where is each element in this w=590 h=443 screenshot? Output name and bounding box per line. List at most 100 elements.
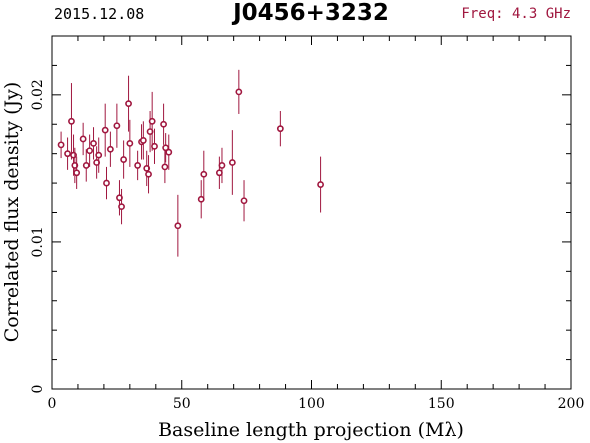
- frequency-label: Freq: 4.3 GHz: [461, 6, 571, 22]
- data-point: [228, 130, 236, 195]
- point-marker: [103, 179, 110, 187]
- x-axis-tick-labels: 0 50 100 150 200: [48, 396, 585, 412]
- y-axis-tick-labels: 0 0.01 0.02: [30, 79, 46, 393]
- data-point: [174, 194, 182, 257]
- point-marker: [118, 203, 125, 211]
- data-point: [148, 91, 156, 151]
- data-point: [106, 131, 114, 167]
- observation-date: 2015.12.08: [54, 5, 144, 23]
- data-point: [86, 134, 94, 167]
- data-point: [126, 119, 134, 167]
- point-marker: [317, 181, 324, 188]
- data-point: [240, 180, 248, 222]
- data-point: [200, 150, 208, 198]
- data-point: [218, 147, 226, 184]
- point-marker: [165, 148, 173, 156]
- point-marker: [93, 159, 101, 166]
- data-point: [143, 150, 151, 187]
- point-marker: [71, 162, 79, 169]
- data-point: [82, 149, 90, 182]
- y-axis-ticks: [52, 35, 571, 390]
- data-point: [134, 150, 142, 181]
- data-point: [146, 111, 154, 153]
- data-point: [95, 137, 103, 173]
- x-tick-label: 50: [173, 396, 191, 412]
- data-point: [79, 122, 87, 156]
- data-point: [64, 137, 71, 170]
- point-marker: [106, 145, 114, 153]
- point-marker: [120, 156, 128, 163]
- point-marker: [82, 162, 90, 169]
- point-marker: [174, 222, 182, 230]
- x-tick-label: 100: [298, 396, 325, 412]
- point-marker: [116, 194, 123, 202]
- y-tick-label: 0.01: [30, 226, 46, 257]
- point-marker: [125, 100, 132, 108]
- data-point: [103, 166, 110, 200]
- point-marker: [215, 169, 223, 177]
- data-point: [317, 156, 324, 213]
- point-marker: [57, 141, 65, 149]
- data-point: [276, 111, 284, 147]
- point-marker: [113, 122, 121, 130]
- point-marker: [143, 164, 151, 172]
- point-marker: [162, 144, 170, 152]
- point-marker: [146, 128, 154, 136]
- data-point: [161, 150, 169, 184]
- x-tick-label: 150: [428, 396, 455, 412]
- point-marker: [151, 142, 158, 150]
- data-point: [145, 155, 152, 194]
- point-marker: [68, 117, 75, 125]
- point-marker: [70, 151, 77, 159]
- point-marker: [73, 169, 81, 177]
- point-marker: [95, 151, 103, 159]
- point-marker: [134, 162, 142, 169]
- x-axis-label: Baseline length projection (Mλ): [158, 419, 464, 441]
- data-point: [116, 180, 123, 216]
- point-marker: [276, 125, 284, 133]
- point-marker: [64, 150, 71, 158]
- x-axis-ticks: [51, 36, 572, 389]
- data-points: [57, 69, 324, 257]
- point-marker: [101, 126, 109, 134]
- data-point: [93, 146, 101, 179]
- x-tick-label: 200: [558, 396, 585, 412]
- point-marker: [90, 139, 97, 147]
- y-axis-label: Correlated flux density (Jy): [1, 82, 23, 343]
- data-point: [215, 156, 223, 189]
- point-marker: [161, 163, 169, 171]
- point-marker: [145, 170, 152, 178]
- data-point: [235, 69, 243, 114]
- data-point: [151, 128, 158, 164]
- point-marker: [79, 135, 87, 143]
- plot-frame: [51, 35, 572, 390]
- point-marker: [197, 195, 205, 203]
- chart-title: J0456+3232: [231, 0, 389, 26]
- data-point: [139, 121, 147, 160]
- data-point: [90, 127, 97, 160]
- data-point: [101, 103, 109, 157]
- point-marker: [235, 88, 243, 96]
- data-point: [73, 156, 81, 189]
- point-marker: [126, 139, 134, 147]
- data-point: [120, 140, 128, 179]
- data-point: [57, 131, 65, 159]
- point-marker: [86, 147, 94, 155]
- y-tick-label: 0: [30, 385, 46, 394]
- data-point: [162, 133, 170, 163]
- point-marker: [218, 162, 226, 169]
- x-tick-label: 0: [48, 396, 57, 412]
- y-tick-label: 0.02: [30, 79, 46, 110]
- data-point: [160, 103, 167, 145]
- data-point: [165, 134, 173, 170]
- point-marker: [139, 137, 147, 144]
- data-point: [113, 103, 121, 148]
- point-marker: [200, 170, 208, 178]
- data-point: [125, 75, 132, 132]
- data-point: [197, 180, 205, 219]
- data-point: [68, 83, 75, 160]
- data-point: [71, 147, 79, 184]
- point-marker: [160, 120, 167, 128]
- data-point: [118, 188, 125, 225]
